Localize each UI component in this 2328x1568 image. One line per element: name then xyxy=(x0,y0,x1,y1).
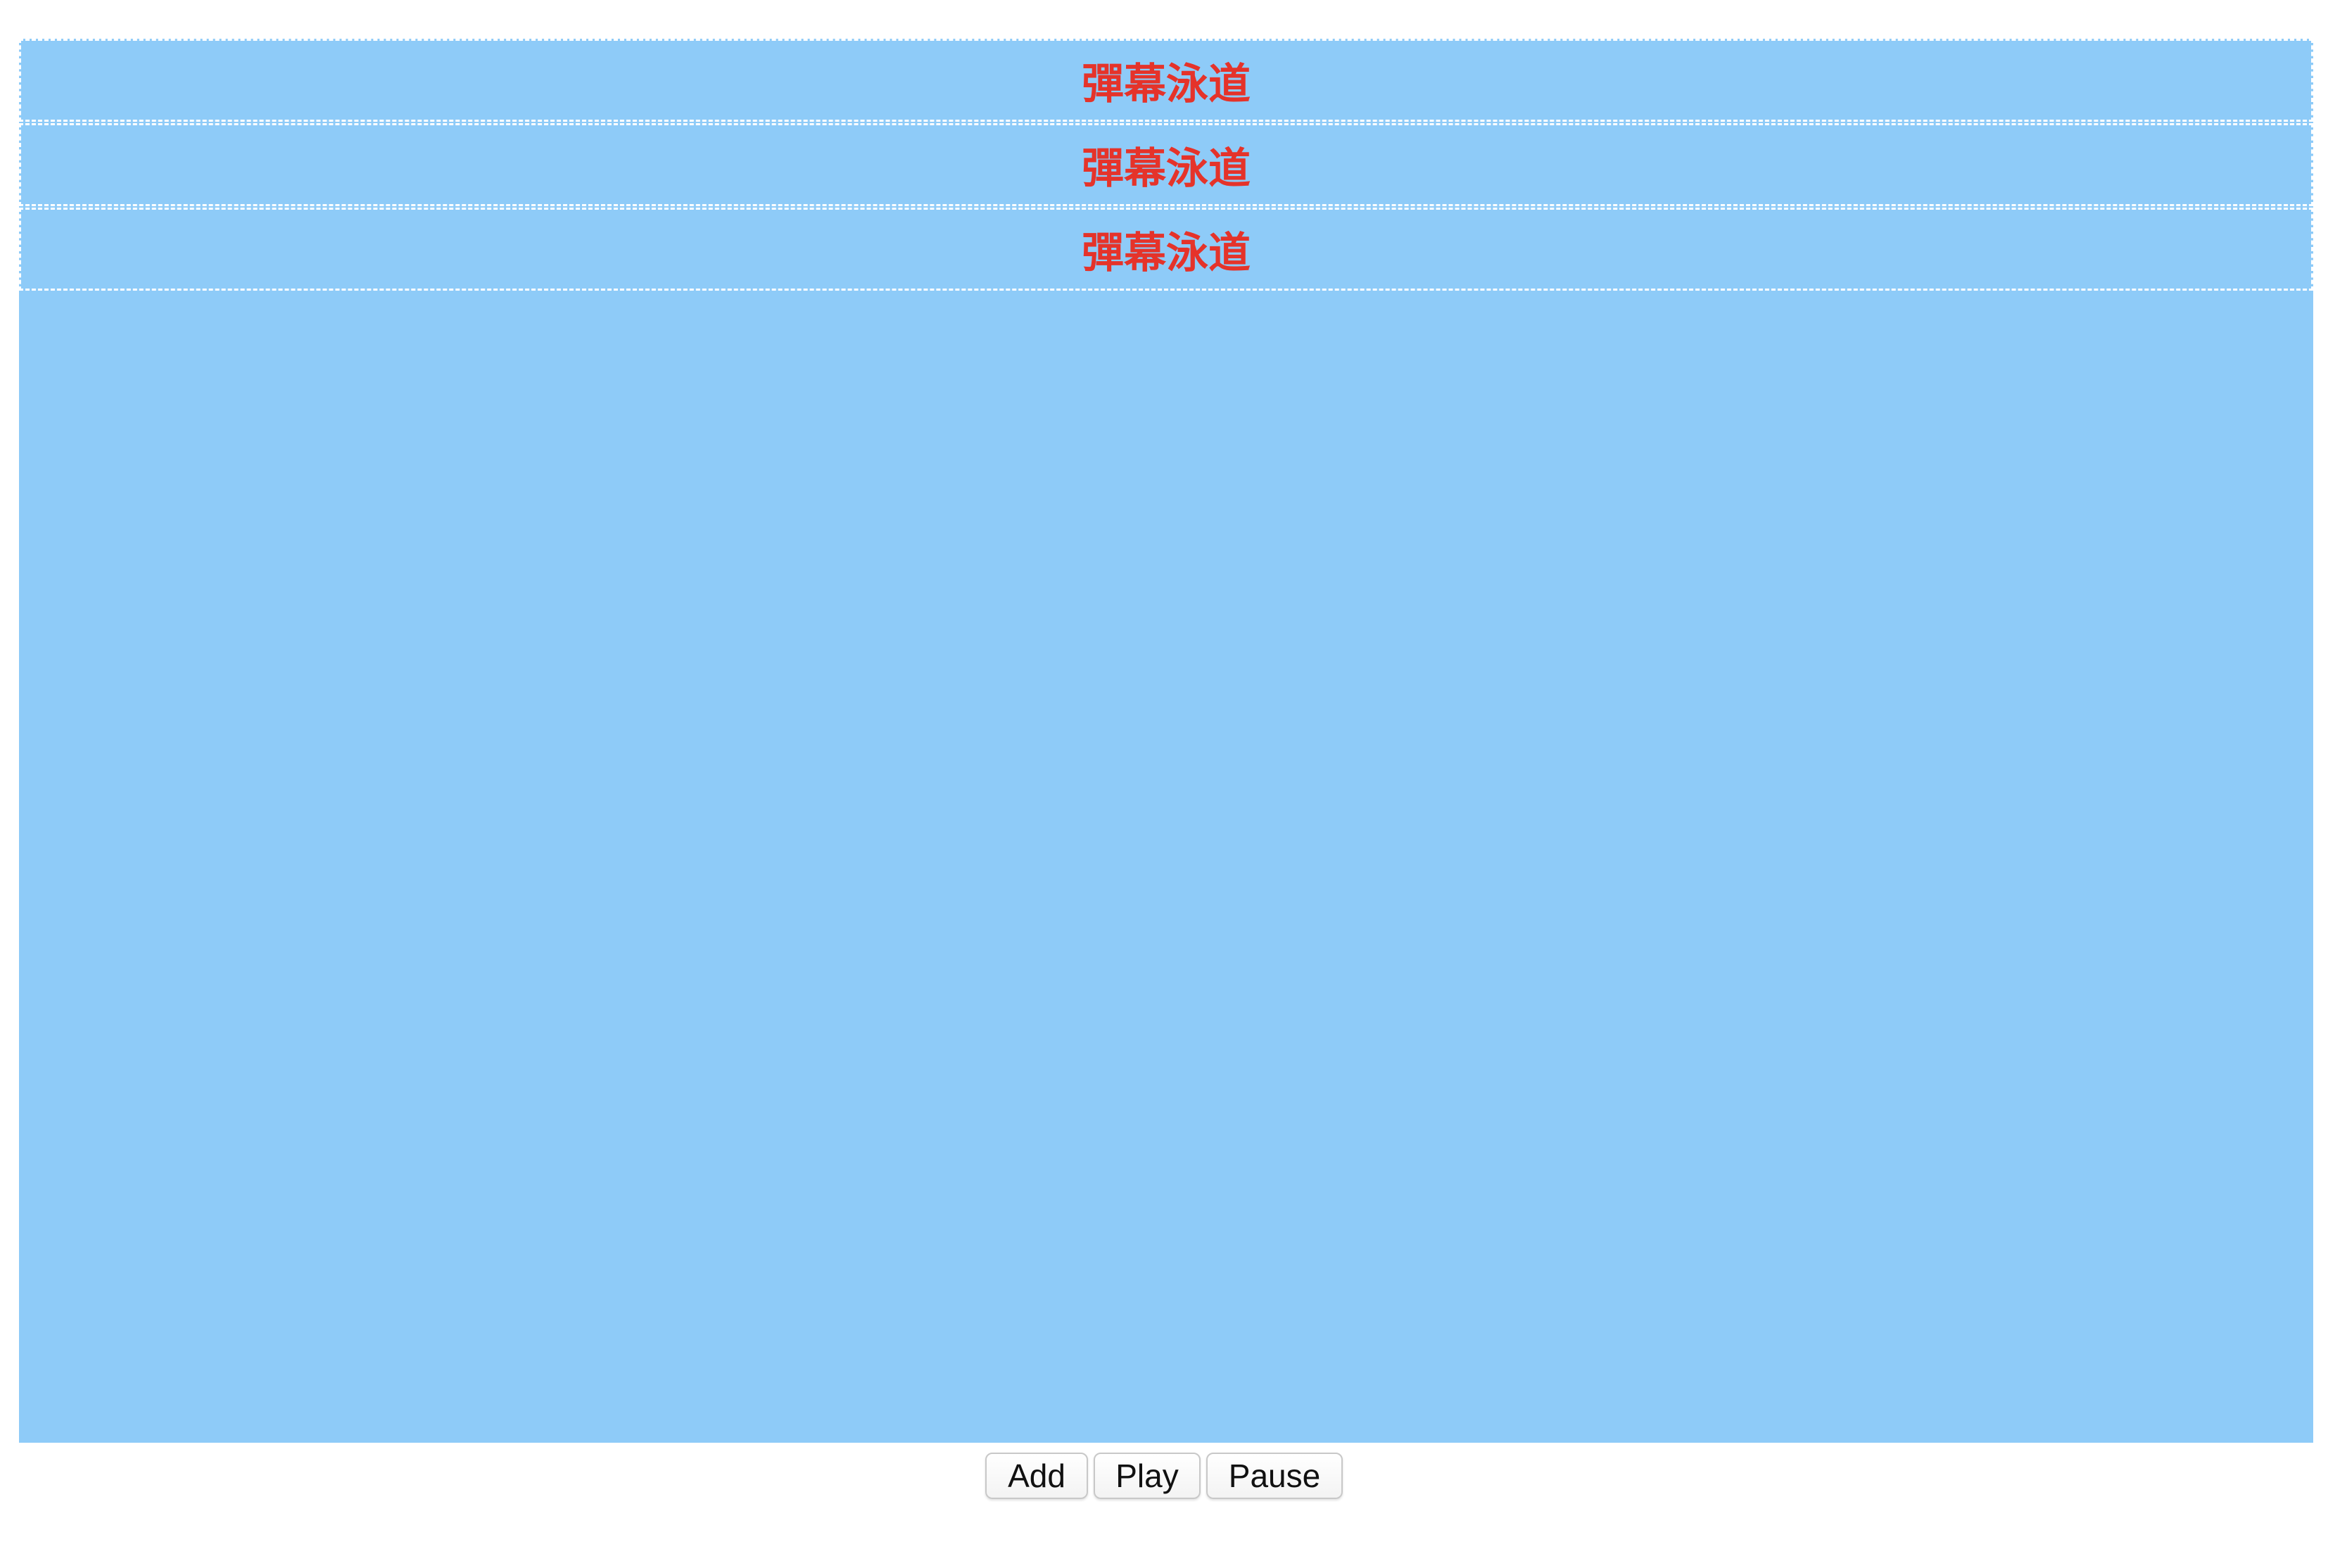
lane-label: 彈幕泳道 xyxy=(1082,144,1251,194)
play-button[interactable]: Play xyxy=(1094,1453,1201,1499)
pause-button[interactable]: Pause xyxy=(1206,1453,1343,1499)
danmaku-stage: 彈幕泳道 彈幕泳道 彈幕泳道 xyxy=(19,39,2313,1443)
lane-label: 彈幕泳道 xyxy=(1082,59,1251,109)
danmaku-lane: 彈幕泳道 xyxy=(19,123,2313,206)
danmaku-lane: 彈幕泳道 xyxy=(19,39,2313,122)
lane-label: 彈幕泳道 xyxy=(1082,228,1251,278)
danmaku-lane: 彈幕泳道 xyxy=(19,208,2313,291)
control-bar: Add Play Pause xyxy=(0,1453,2328,1499)
add-button[interactable]: Add xyxy=(985,1453,1088,1499)
